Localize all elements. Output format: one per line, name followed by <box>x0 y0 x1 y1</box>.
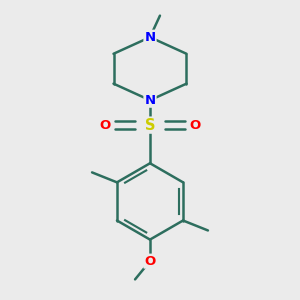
Text: O: O <box>189 118 200 132</box>
Text: N: N <box>144 31 156 44</box>
Text: O: O <box>144 255 156 268</box>
Text: N: N <box>144 94 156 107</box>
Text: O: O <box>100 118 111 132</box>
Text: S: S <box>145 118 155 133</box>
